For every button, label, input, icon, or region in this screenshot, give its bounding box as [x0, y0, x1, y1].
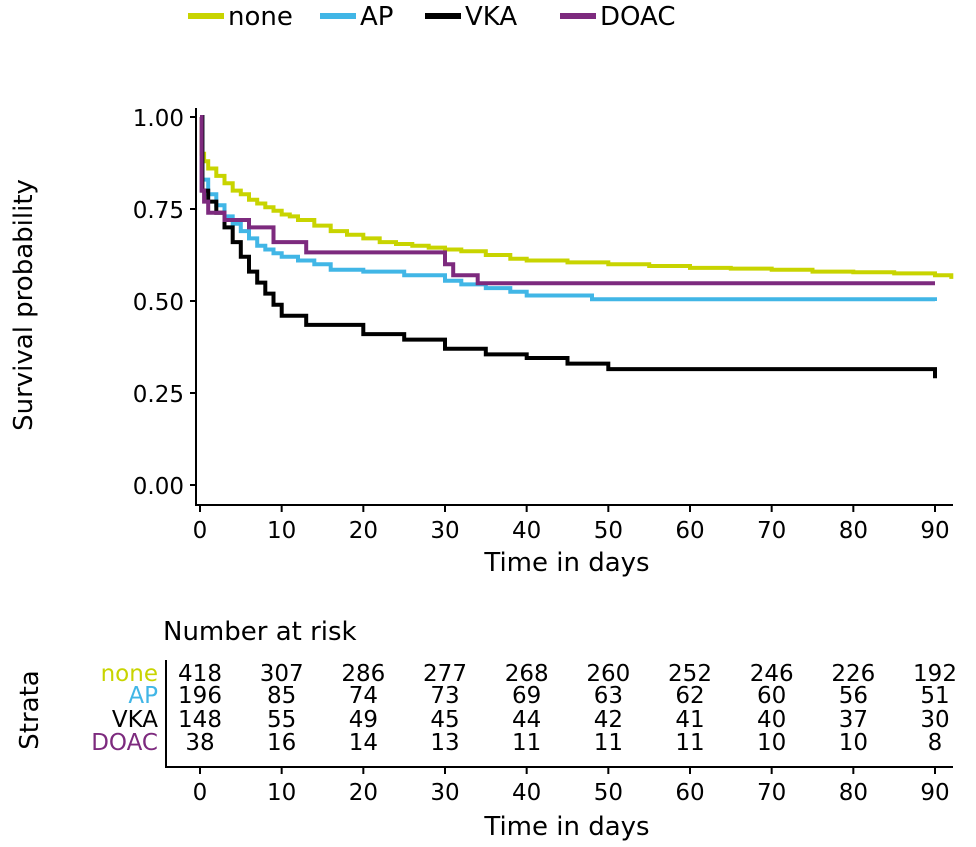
risk-cell-vka: 45 — [430, 707, 459, 733]
y-ticks: 0.00 0.25 0.50 0.75 1.00 — [133, 106, 196, 500]
risk-x-tick-label: 60 — [675, 780, 704, 806]
risk-cell-vka: 44 — [512, 707, 541, 733]
risk-x-tick-label: 10 — [267, 780, 296, 806]
risk-cell-doac: 16 — [267, 730, 296, 756]
x-tick-label: 70 — [757, 518, 786, 544]
km-curves — [199, 115, 954, 379]
risk-x-tick-label: 40 — [512, 780, 541, 806]
risk-cell-doac: 13 — [430, 730, 459, 756]
risk-cell-doac: 8 — [928, 730, 943, 756]
risk-cell-none: 286 — [341, 661, 385, 687]
risk-cell-none: 277 — [423, 661, 467, 687]
x-tick-label: 60 — [675, 518, 704, 544]
strata-label-none: none — [101, 661, 158, 687]
risk-cell-ap: 51 — [920, 683, 949, 709]
legend-label-vka: VKA — [465, 2, 517, 32]
y-tick-label: 0.00 — [133, 474, 184, 500]
risk-cell-none: 268 — [505, 661, 549, 687]
risk-cell-doac: 11 — [512, 730, 541, 756]
risk-cell-none: 252 — [668, 661, 712, 687]
risk-cell-doac: 14 — [349, 730, 378, 756]
strata-label-ap: AP — [128, 683, 158, 709]
risk-x-tick-label: 30 — [430, 780, 459, 806]
risk-cell-none: 260 — [586, 661, 630, 687]
x-tick-label: 50 — [594, 518, 623, 544]
series-line-doac — [199, 115, 935, 286]
risk-cell-ap: 196 — [178, 683, 222, 709]
risk-cell-doac: 10 — [757, 730, 786, 756]
risk-cell-ap: 69 — [512, 683, 541, 709]
risk-cell-vka: 55 — [267, 707, 296, 733]
risk-cell-ap: 62 — [675, 683, 704, 709]
risk-cell-ap: 63 — [594, 683, 623, 709]
risk-table: Number at risk Strata 418 307 286 277 268 260… — [15, 617, 957, 842]
risk-x-tick-label: 80 — [839, 780, 868, 806]
legend-label-ap: AP — [360, 2, 393, 32]
series-line-none — [199, 115, 954, 279]
legend: none AP VKA DOAC — [188, 2, 676, 32]
risk-x-axis-title: Time in days — [483, 812, 649, 842]
y-tick-label: 0.25 — [133, 382, 184, 408]
risk-cell-none: 307 — [260, 661, 304, 687]
risk-cell-none: 418 — [178, 661, 222, 687]
risk-cell-vka: 40 — [757, 707, 786, 733]
x-axis-title: Time in days — [483, 548, 649, 578]
risk-cell-doac: 10 — [839, 730, 868, 756]
risk-x-tick-label: 20 — [349, 780, 378, 806]
risk-x-tick-label: 50 — [594, 780, 623, 806]
y-tick-label: 0.50 — [133, 290, 184, 316]
risk-cell-vka: 42 — [594, 707, 623, 733]
risk-cell-vka: 37 — [839, 707, 868, 733]
risk-cell-doac: 11 — [594, 730, 623, 756]
km-plot: 0.00 0.25 0.50 0.75 1.00 0 10 20 30 40 50 60 70 80 90… — [9, 106, 954, 578]
y-tick-label: 0.75 — [133, 198, 184, 224]
x-tick-label: 30 — [430, 518, 459, 544]
risk-cell-ap: 85 — [267, 683, 296, 709]
risk-x-tick-label: 70 — [757, 780, 786, 806]
risk-cell-ap: 60 — [757, 683, 786, 709]
risk-cell-vka: 30 — [920, 707, 949, 733]
x-tick-label: 90 — [920, 518, 949, 544]
x-ticks: 0 10 20 30 40 50 60 70 80 90 — [193, 505, 950, 544]
x-tick-label: 0 — [193, 518, 208, 544]
y-tick-label: 1.00 — [133, 106, 184, 132]
risk-x-tick-label: 0 — [193, 780, 208, 806]
risk-cell-vka: 41 — [675, 707, 704, 733]
risk-cell-vka: 148 — [178, 707, 222, 733]
x-tick-label: 40 — [512, 518, 541, 544]
risk-cell-none: 246 — [750, 661, 794, 687]
risk-cell-ap: 56 — [839, 683, 868, 709]
x-tick-label: 20 — [349, 518, 378, 544]
risk-cell-none: 226 — [831, 661, 875, 687]
legend-label-none: none — [228, 2, 293, 32]
risk-x-ticks: 0 10 20 30 40 50 60 70 80 90 — [193, 767, 950, 806]
risk-table-title: Number at risk — [163, 617, 357, 647]
legend-label-doac: DOAC — [600, 2, 676, 32]
series-line-vka — [200, 115, 937, 379]
risk-cell-none: 192 — [913, 661, 957, 687]
risk-cell-vka: 49 — [349, 707, 378, 733]
risk-x-tick-label: 90 — [920, 780, 949, 806]
risk-cell-doac: 11 — [675, 730, 704, 756]
x-tick-label: 80 — [839, 518, 868, 544]
y-axis-title: Survival probability — [9, 179, 39, 431]
strata-title: Strata — [15, 670, 45, 749]
risk-cell-ap: 74 — [349, 683, 378, 709]
strata-label-doac: DOAC — [91, 730, 158, 756]
x-tick-label: 10 — [267, 518, 296, 544]
strata-label-vka: VKA — [112, 707, 158, 733]
risk-cell-doac: 38 — [185, 730, 214, 756]
risk-cell-ap: 73 — [430, 683, 459, 709]
